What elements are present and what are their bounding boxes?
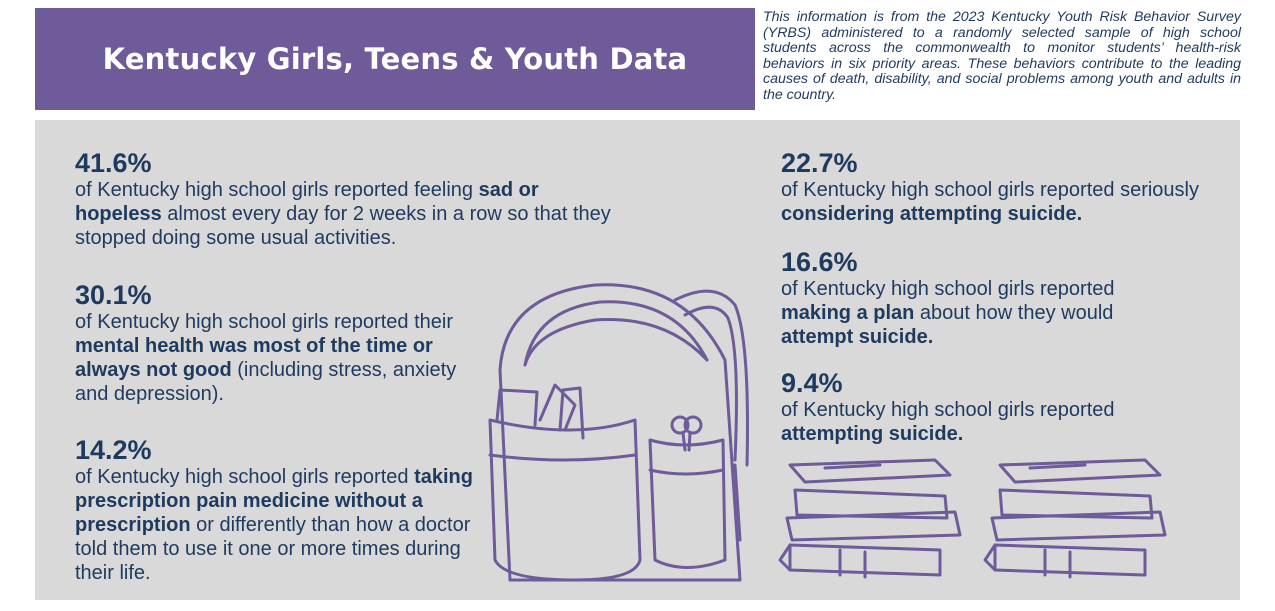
stat-value: 41.6% xyxy=(75,148,152,178)
stat-text: of Kentucky high school girls reported t… xyxy=(75,465,480,585)
stat-value: 30.1% xyxy=(75,280,152,310)
stat-block: 41.6% of Kentucky high school girls repor… xyxy=(75,148,615,250)
text: of Kentucky high school girls reported f… xyxy=(75,179,479,201)
bold-text: making a plan xyxy=(781,302,915,324)
content-panel: 41.6% of Kentucky high school girls repor… xyxy=(35,120,1240,600)
bold-text: taking prescription pain medicine withou… xyxy=(75,466,473,536)
title: Kentucky Girls, Teens & Youth Data xyxy=(102,42,688,76)
stat-block: 14.2% of Kentucky high school girls repor… xyxy=(75,435,480,585)
stat-value: 22.7% xyxy=(781,148,858,178)
text: of Kentucky high school girls reported xyxy=(781,399,1115,421)
header-banner: Kentucky Girls, Teens & Youth Data xyxy=(35,8,755,110)
stat-block: 9.4% of Kentucky high school girls report… xyxy=(781,368,1181,446)
stat-text: of Kentucky high school girls reported a… xyxy=(781,398,1181,446)
stat-text: of Kentucky high school girls reported t… xyxy=(75,310,475,406)
illustrations xyxy=(488,283,1167,582)
text: of Kentucky high school girls reported xyxy=(781,278,1115,300)
text: of Kentucky high school girls reported xyxy=(75,466,415,488)
books-left xyxy=(778,458,962,579)
backpack xyxy=(488,283,749,582)
text: of Kentucky high school girls reported s… xyxy=(781,179,1199,201)
stat-text: of Kentucky high school girls reported m… xyxy=(781,277,1181,349)
text: of Kentucky high school girls reported t… xyxy=(75,311,453,333)
stat-text: of Kentucky high school girls reported s… xyxy=(781,178,1241,226)
intro-text: This information is from the 2023 Kentuc… xyxy=(763,9,1241,103)
stat-value: 16.6% xyxy=(781,247,858,277)
stat-value: 14.2% xyxy=(75,435,152,465)
text: or differently than how a doctor told th… xyxy=(75,514,471,584)
stat-block: 30.1% of Kentucky high school girls repor… xyxy=(75,280,475,406)
stat-block: 22.7% of Kentucky high school girls repor… xyxy=(781,148,1241,226)
text: (including stress, anxiety and depressio… xyxy=(75,359,457,405)
bold-text: attempting suicide. xyxy=(781,423,964,445)
bold-text: considering attempting suicide. xyxy=(781,203,1083,225)
bold-text: sad or hopeless xyxy=(75,179,539,225)
text: almost every day for 2 weeks in a row so… xyxy=(75,203,611,249)
bold-text: attempt suicide. xyxy=(781,326,934,348)
books-right xyxy=(983,458,1167,579)
stat-value: 9.4% xyxy=(781,368,843,398)
text: about how they would xyxy=(914,302,1114,324)
stat-block: 16.6% of Kentucky high school girls repor… xyxy=(781,247,1181,349)
stat-text: of Kentucky high school girls reported f… xyxy=(75,178,615,250)
bold-text: mental health was most of the time or al… xyxy=(75,335,433,381)
